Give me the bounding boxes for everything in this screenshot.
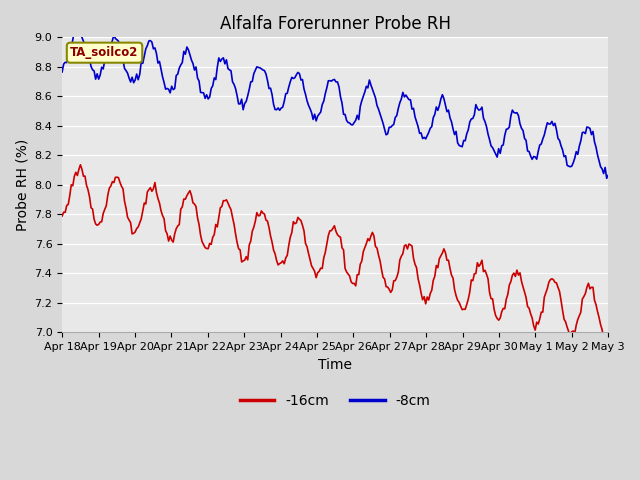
Y-axis label: Probe RH (%): Probe RH (%) [15,139,29,231]
Legend: -16cm, -8cm: -16cm, -8cm [234,389,436,414]
X-axis label: Time: Time [318,358,352,372]
Text: TA_soilco2: TA_soilco2 [70,46,139,59]
Title: Alfalfa Forerunner Probe RH: Alfalfa Forerunner Probe RH [220,15,451,33]
